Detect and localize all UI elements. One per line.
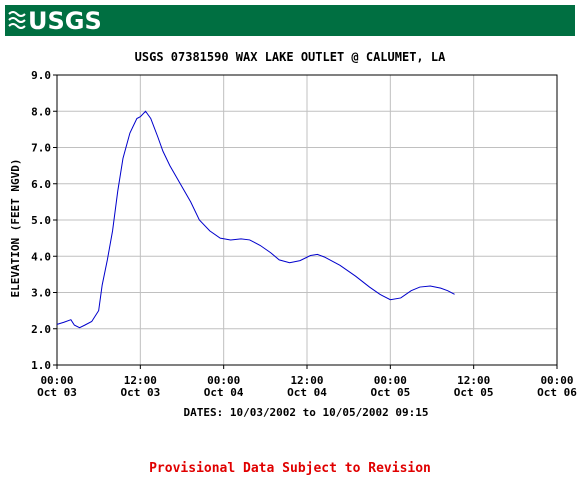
x-tick-label: 12:00 — [457, 374, 490, 387]
y-tick-label: 3.0 — [31, 287, 51, 300]
y-tick-label: 8.0 — [31, 105, 51, 118]
y-tick-label: 2.0 — [31, 323, 51, 336]
y-tick-label: 5.0 — [31, 214, 51, 227]
x-tick-label: Oct 03 — [120, 386, 160, 399]
x-tick-label: Oct 04 — [287, 386, 327, 399]
x-tick-label: 12:00 — [124, 374, 157, 387]
x-axis-label: DATES: 10/03/2002 to 10/05/2002 09:15 — [183, 406, 428, 419]
data-line — [56, 110, 455, 329]
y-tick-label: 4.0 — [31, 250, 51, 263]
chart-title: USGS 07381590 WAX LAKE OUTLET @ CALUMET,… — [135, 50, 446, 64]
x-tick-label: Oct 05 — [454, 386, 494, 399]
footer-note: Provisional Data Subject to Revision — [149, 461, 431, 476]
x-tick-label: 12:00 — [290, 374, 323, 387]
x-tick-label: 00:00 — [540, 374, 573, 387]
plot-border — [56, 74, 558, 366]
logo: USGS — [28, 7, 102, 35]
x-tick-label: 00:00 — [374, 374, 407, 387]
y-tick-label: 7.0 — [31, 142, 51, 155]
y-tick-label: 6.0 — [31, 178, 51, 191]
y-axis-label: ELEVATION (FEET NGVD) — [9, 158, 22, 297]
logo-waves — [8, 11, 26, 29]
x-tick-label: Oct 03 — [37, 386, 77, 399]
x-tick-label: Oct 06 — [537, 386, 577, 399]
x-tick-label: Oct 04 — [204, 386, 244, 399]
x-tick-label: Oct 05 — [370, 386, 410, 399]
x-tick-label: 00:00 — [40, 374, 73, 387]
banner — [5, 5, 575, 36]
x-tick-label: 00:00 — [207, 374, 240, 387]
y-tick-label: 9.0 — [31, 69, 51, 82]
y-tick-label: 1.0 — [31, 359, 51, 372]
